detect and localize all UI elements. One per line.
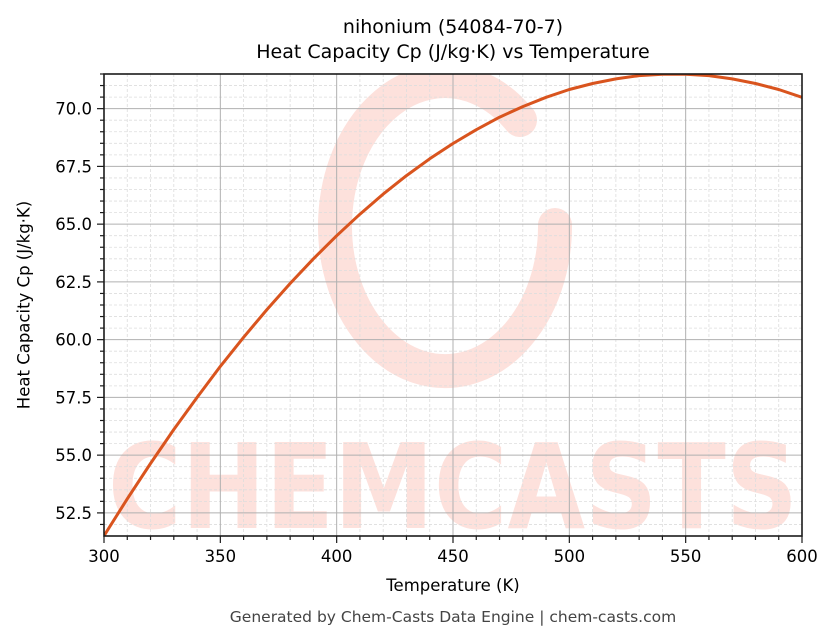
x-tick-label: 350: [205, 547, 237, 566]
x-tick-label: 550: [670, 547, 702, 566]
chart-title-property: Heat Capacity Cp (J/kg·K) vs Temperature: [256, 41, 650, 63]
y-tick-label: 65.0: [55, 215, 92, 234]
y-tick-label: 67.5: [55, 157, 92, 176]
watermark-logo-icon: [318, 74, 573, 389]
footer-credit: Generated by Chem-Casts Data Engine | ch…: [229, 608, 677, 626]
y-tick-label: 57.5: [55, 388, 92, 407]
x-tick-label: 300: [88, 547, 120, 566]
x-axis-label: Temperature (K): [386, 576, 520, 595]
x-tick-label: 400: [321, 547, 353, 566]
y-tick-label: 52.5: [55, 504, 92, 523]
x-tick-label: 450: [437, 547, 469, 566]
x-tick-label: 500: [554, 547, 586, 566]
y-tick-label: 62.5: [55, 273, 92, 292]
y-axis-label: Heat Capacity Cp (J/kg·K): [14, 200, 34, 410]
y-tick-label: 70.0: [55, 100, 92, 119]
y-tick-label: 55.0: [55, 446, 92, 465]
y-tick-label: 60.0: [55, 331, 92, 350]
chart-title-compound: nihonium (54084-70-7): [342, 16, 564, 38]
x-tick-label: 600: [786, 547, 818, 566]
